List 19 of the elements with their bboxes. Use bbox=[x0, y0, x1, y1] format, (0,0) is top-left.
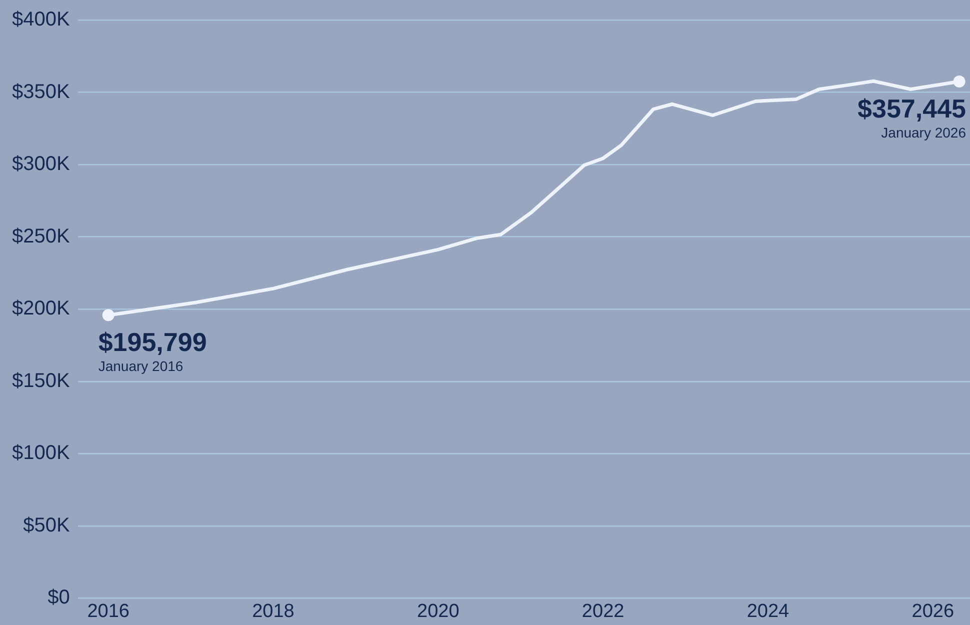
y-tick-label: $400K bbox=[12, 8, 70, 31]
x-tick-label: 2016 bbox=[87, 600, 130, 622]
x-tick-label: 2026 bbox=[912, 600, 954, 622]
y-tick-label: $300K bbox=[12, 153, 70, 176]
annotation: January 2016 bbox=[98, 358, 184, 374]
y-tick-label: $100K bbox=[12, 442, 70, 464]
x-tick-label: 2020 bbox=[417, 600, 460, 622]
annotation: $357,445 bbox=[858, 94, 966, 124]
x-tick-label: 2024 bbox=[746, 600, 790, 622]
y-tick-label: $250K bbox=[12, 225, 70, 248]
annotation: January 2026 bbox=[881, 124, 966, 141]
x-tick-label: 2022 bbox=[582, 600, 624, 622]
annotation: $195,799 bbox=[98, 327, 207, 358]
y-tick-label: $50K bbox=[23, 514, 70, 536]
y-tick-label: $200K bbox=[12, 298, 70, 320]
x-tick-label: 2018 bbox=[252, 600, 294, 622]
y-tick-label: $350K bbox=[12, 80, 70, 103]
y-tick-label: $150K bbox=[12, 370, 70, 392]
y-tick-label: $0 bbox=[48, 586, 70, 609]
